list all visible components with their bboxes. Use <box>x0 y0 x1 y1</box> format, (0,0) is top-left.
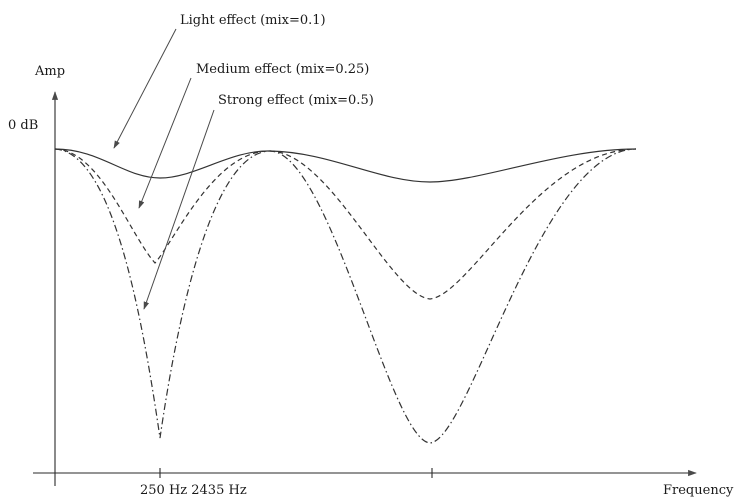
medium-effect-curve <box>54 148 637 300</box>
strong-effect-label: Strong effect (mix=0.5) <box>218 93 374 108</box>
y-reference-label: 0 dB <box>8 118 38 133</box>
y-axis-label: Amp <box>34 64 65 79</box>
strong-effect-curve <box>54 148 637 444</box>
light-effect-label: Light effect (mix=0.1) <box>180 13 326 28</box>
x-tick-label: 250 Hz 2435 Hz <box>140 483 247 498</box>
medium-effect-label: Medium effect (mix=0.25) <box>196 62 369 77</box>
medium-effect-arrow <box>138 77 192 209</box>
x-axis-label: Frequency <box>663 483 734 498</box>
light-effect-arrow <box>113 28 177 149</box>
light-effect-curve <box>54 148 637 183</box>
strong-effect-arrow <box>143 109 215 310</box>
